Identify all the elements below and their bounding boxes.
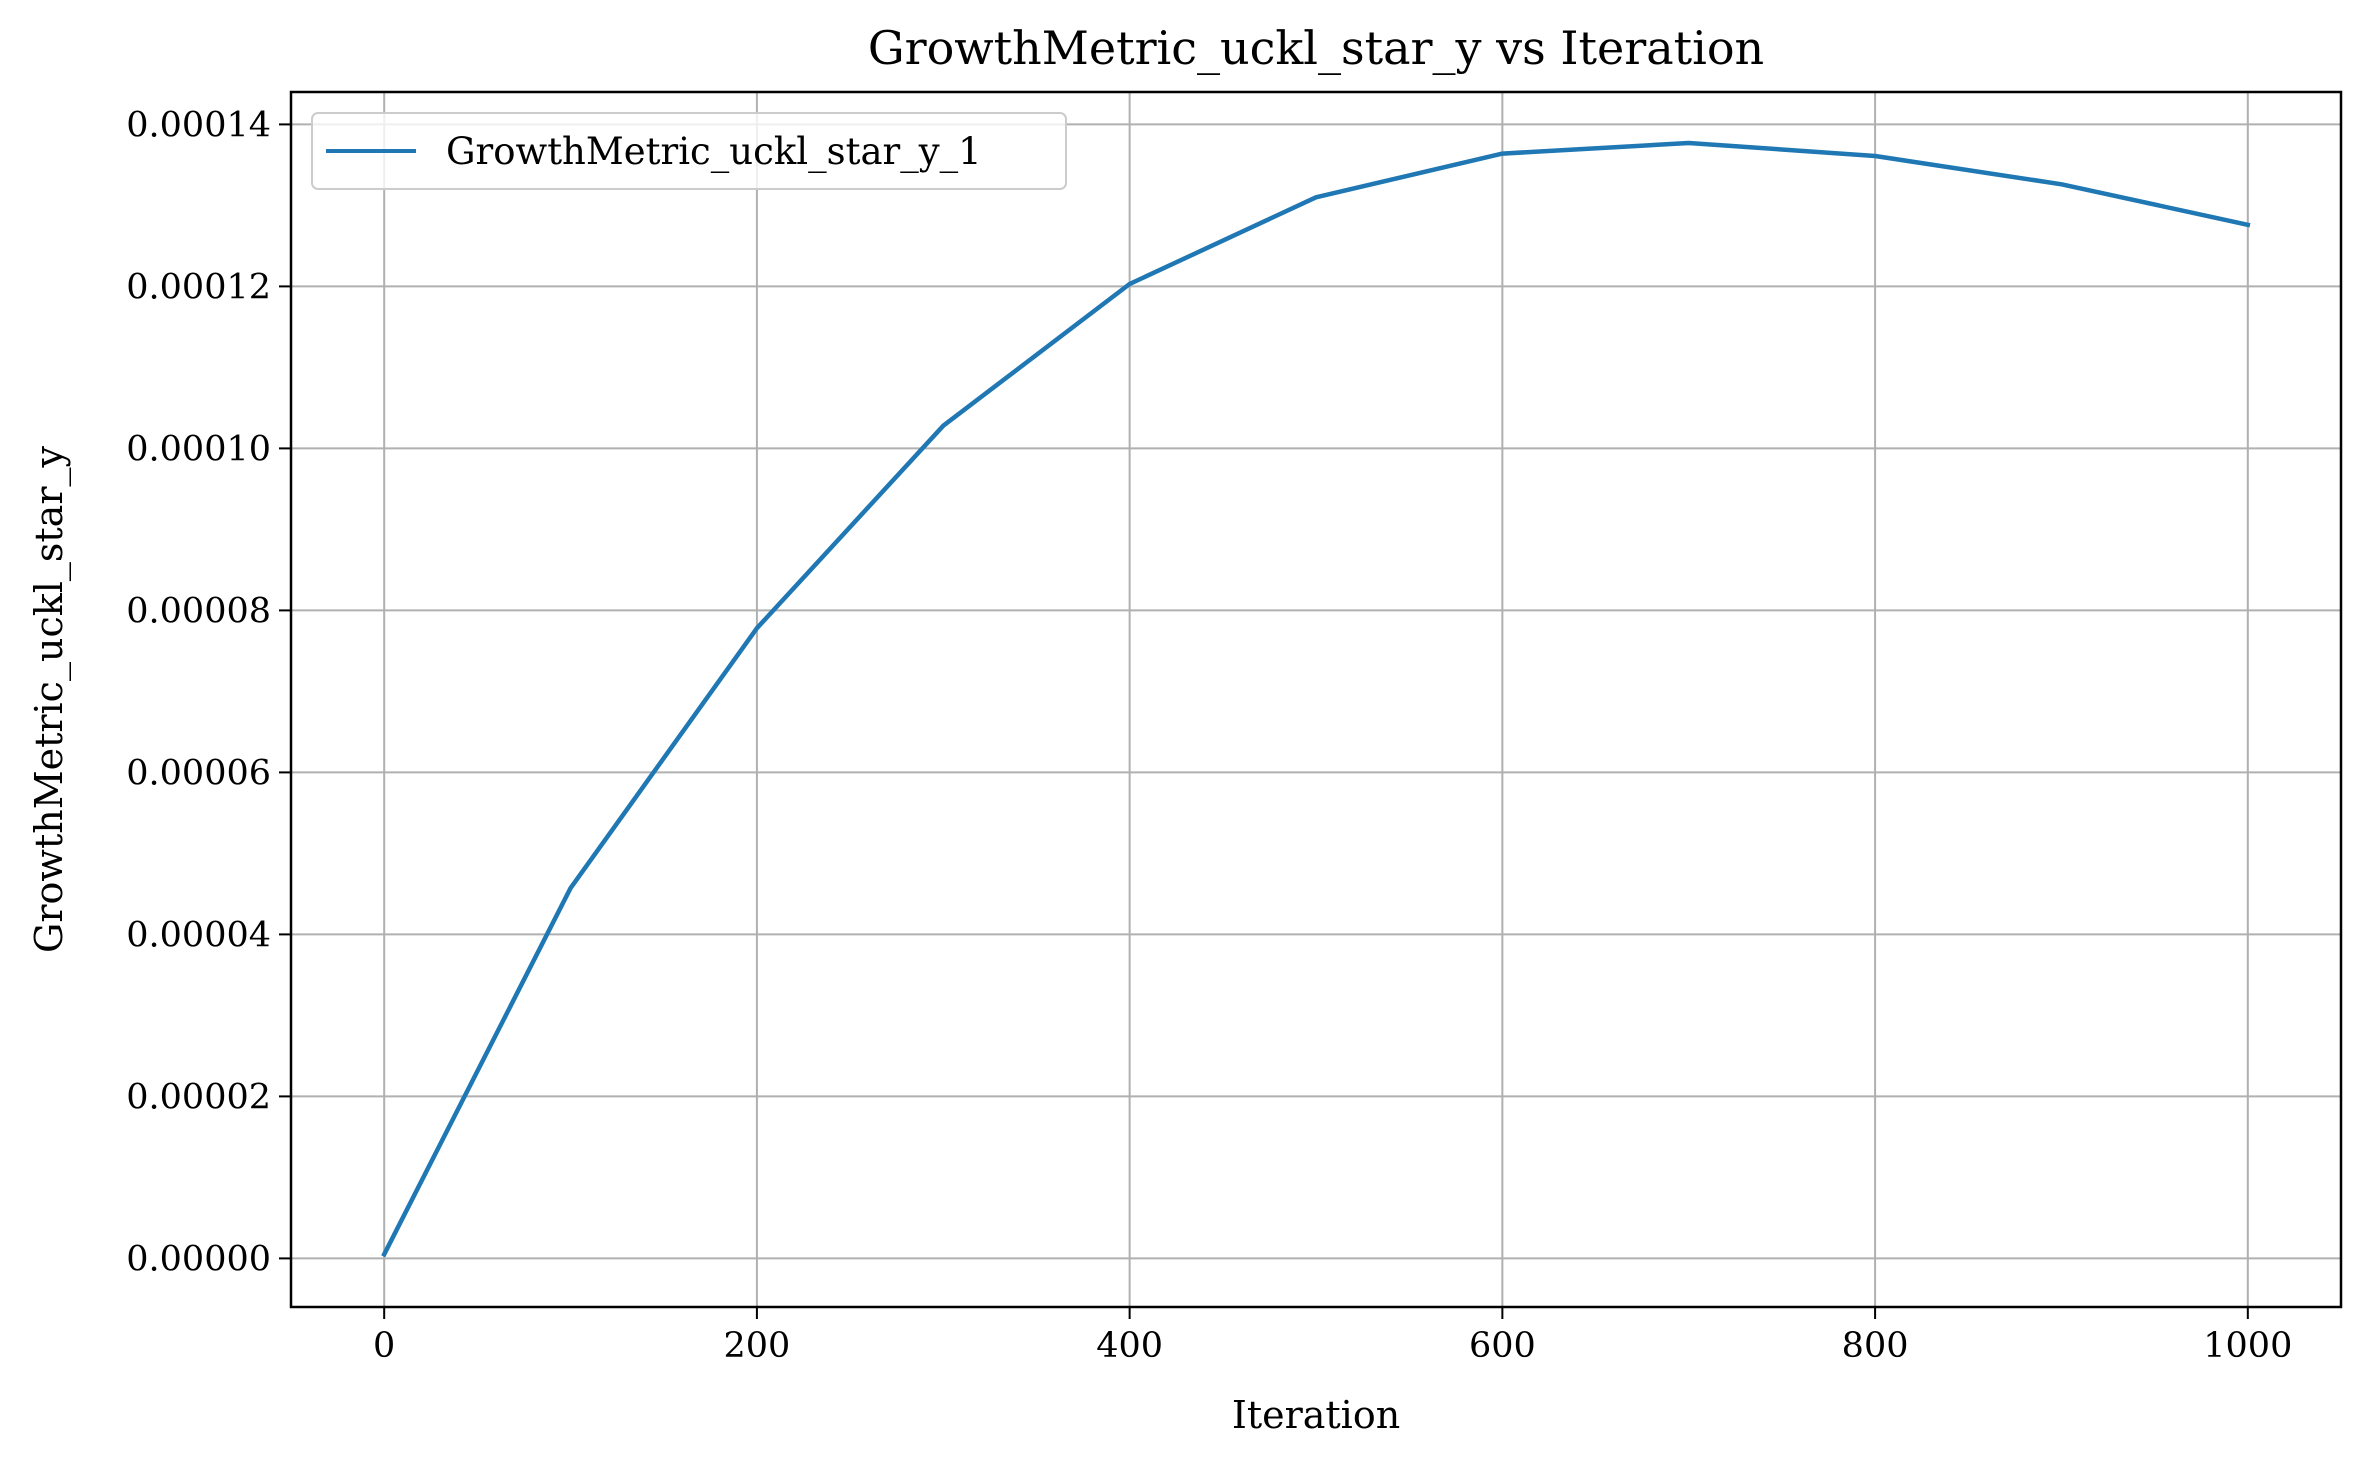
y-tick-label: 0.00014 <box>126 105 271 145</box>
axis-ticks: 0 200 400 600 800 1000 0.00000 0.00002 0.00004 0.… <box>126 105 2292 1366</box>
y-tick-label: 0.00000 <box>126 1239 271 1279</box>
legend: GrowthMetric_uckl_star_y_1 <box>311 112 1067 190</box>
x-tick-label: 0 <box>373 1326 395 1366</box>
plot-area-frame <box>289 90 2343 1309</box>
y-tick-label: 0.00010 <box>126 429 271 469</box>
x-tick-label: 800 <box>1842 1326 1909 1366</box>
y-tick-label: 0.00012 <box>126 267 271 307</box>
series-line <box>381 140 2251 1258</box>
chart-title: GrowthMetric_uckl_star_y vs Iteration <box>868 21 1764 75</box>
x-axis-label: Iteration <box>1232 1393 1400 1437</box>
y-tick-label: 0.00008 <box>126 591 271 631</box>
x-tick-label: 1000 <box>2203 1326 2292 1366</box>
y-axis-label: GrowthMetric_uckl_star_y <box>27 446 72 953</box>
y-tick-label: 0.00006 <box>126 753 271 793</box>
series-layer <box>381 140 2251 1258</box>
y-tick-label: 0.00004 <box>126 915 271 955</box>
legend-box <box>311 112 1067 190</box>
x-tick-label: 600 <box>1469 1326 1536 1366</box>
y-tick-label: 0.00002 <box>126 1077 271 1117</box>
x-tick-label: 400 <box>1096 1326 1163 1366</box>
grid-lines <box>291 92 2341 1307</box>
x-tick-label: 200 <box>724 1326 791 1366</box>
legend-label: GrowthMetric_uckl_star_y_1 <box>446 130 982 174</box>
